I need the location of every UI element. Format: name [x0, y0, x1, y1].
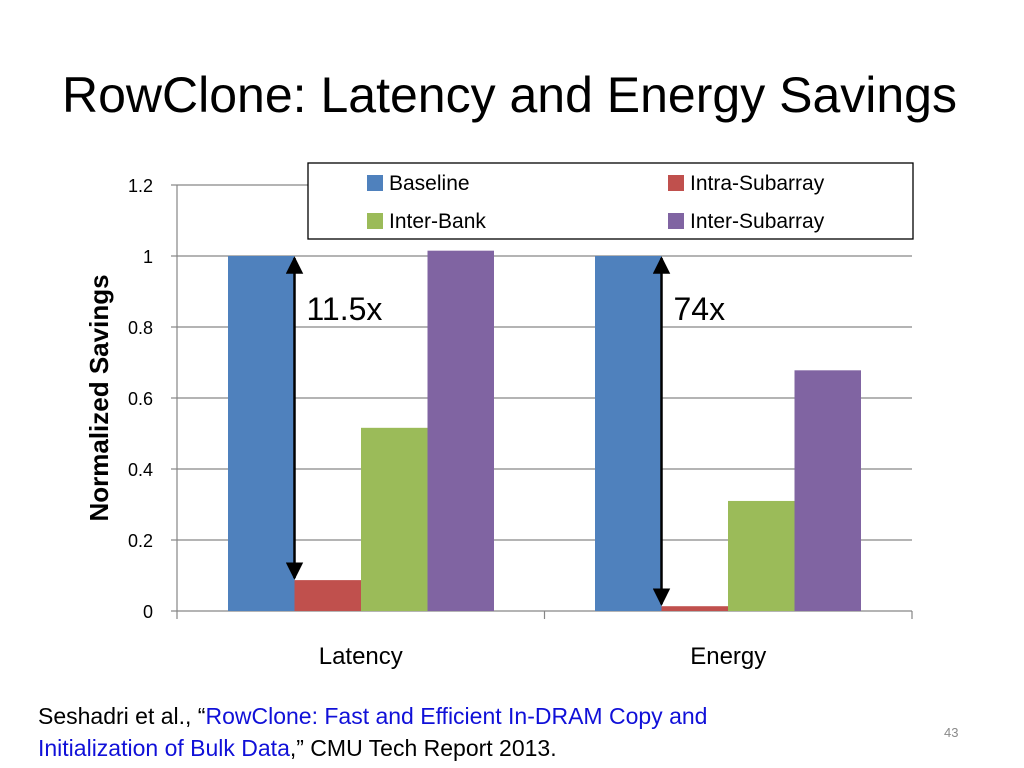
y-axis-label: Normalized Savings: [84, 274, 114, 521]
page-number: 43: [944, 725, 959, 740]
bar-intra-subarray-latency: [294, 580, 361, 611]
bar-inter-subarray-energy: [794, 370, 861, 611]
legend-label-intra-subarray: Intra-Subarray: [690, 172, 825, 195]
x-tick-label-latency: Latency: [319, 643, 403, 670]
legend: Baseline Intra-Subarray Inter-Bank Inter-Su…: [307, 162, 914, 240]
legend-label-baseline: Baseline: [389, 172, 470, 195]
legend-swatch-baseline: [367, 175, 383, 191]
bar-baseline-energy: [595, 256, 662, 611]
citation: Seshadri et al., “RowClone: Fast and Eff…: [38, 700, 707, 764]
y-tick-label: 0.4: [128, 460, 153, 480]
slide-title: RowClone: Latency and Energy Savings: [62, 67, 957, 123]
y-tick-label: 1.2: [128, 176, 153, 196]
bar-inter-subarray-latency: [427, 250, 494, 612]
bar-baseline-latency: [228, 256, 295, 611]
legend-label-inter-subarray: Inter-Subarray: [690, 210, 825, 233]
citation-paper-link-line2[interactable]: Initialization of Bulk Data: [38, 735, 290, 761]
y-tick-label: 0.6: [128, 389, 153, 409]
citation-authors: Seshadri et al., “: [38, 703, 206, 729]
y-tick-label: 0.8: [128, 318, 153, 338]
legend-swatch-inter-bank: [367, 213, 383, 229]
bars: [228, 250, 861, 612]
annotations: 11.5x 74x: [285, 256, 726, 606]
bar-inter-bank-energy: [728, 500, 795, 611]
x-tick-label-energy: Energy: [690, 643, 766, 670]
legend-swatch-intra-subarray: [668, 175, 684, 191]
legend-label-inter-bank: Inter-Bank: [389, 210, 486, 233]
y-tick-label: 0: [143, 602, 153, 622]
citation-paper-link-line1[interactable]: RowClone: Fast and Efficient In-DRAM Cop…: [205, 703, 708, 729]
y-tick-label: 1: [143, 247, 153, 267]
citation-suffix: ,” CMU Tech Report 2013.: [289, 735, 557, 761]
bar-intra-subarray-energy: [661, 606, 728, 611]
speedup-label-energy: 74x: [674, 291, 726, 327]
bar-inter-bank-latency: [361, 427, 428, 611]
legend-box: [307, 162, 914, 240]
speedup-label-latency: 11.5x: [307, 291, 383, 327]
legend-swatch-inter-subarray: [668, 213, 684, 229]
y-tick-label: 0.2: [128, 531, 153, 551]
